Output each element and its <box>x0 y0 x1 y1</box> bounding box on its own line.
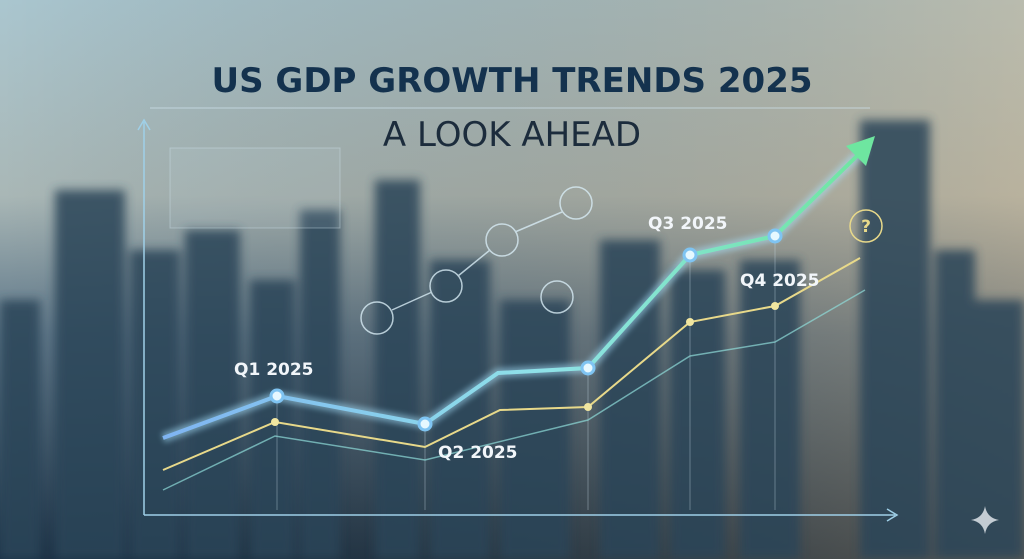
grid <box>276 236 776 510</box>
info-panel <box>169 147 341 229</box>
markers <box>269 228 783 432</box>
trend-line-yellow <box>162 257 861 471</box>
badge-circle <box>849 209 883 243</box>
skyline <box>0 120 1024 559</box>
trend-arrow <box>846 136 875 166</box>
minor-markers <box>271 302 779 426</box>
sparkle <box>971 506 999 534</box>
badge: ? <box>861 217 871 237</box>
label: Q3 2025 <box>648 214 728 234</box>
label: Q2 2025 <box>438 443 518 463</box>
subtitle: A LOOK AHEAD <box>383 115 641 155</box>
trend-line-teal <box>162 289 866 491</box>
icons <box>360 186 593 335</box>
title: US GDP GROWTH TRENDS 2025 <box>211 61 812 101</box>
label: Q1 2025 <box>234 360 314 380</box>
label: Q4 2025 <box>740 271 820 291</box>
trend-line-main <box>162 149 864 440</box>
axes <box>137 118 899 522</box>
